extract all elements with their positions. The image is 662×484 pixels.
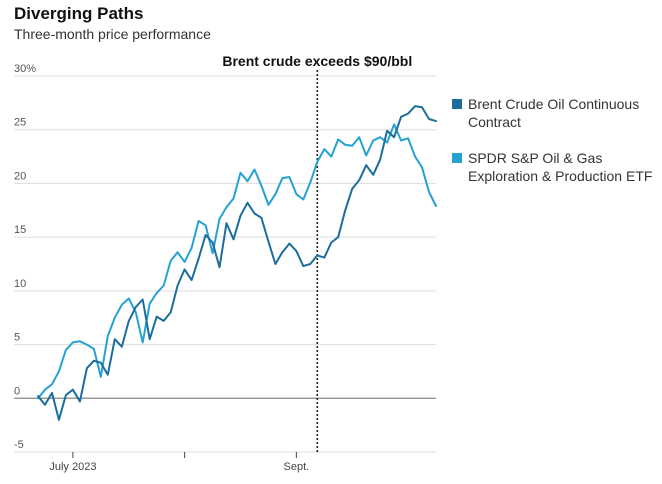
y-tick-label: 10 <box>14 278 26 290</box>
series-line <box>37 105 437 421</box>
legend-label: SPDR S&P Oil & Gas Exploration & Product… <box>468 150 653 184</box>
y-tick-label: 30% <box>14 63 36 75</box>
y-tick-label: 25 <box>14 117 26 129</box>
legend-swatch <box>452 99 462 109</box>
chart-title: Diverging Paths <box>14 4 144 23</box>
series-line <box>37 123 437 400</box>
y-tick-label: 5 <box>14 332 20 344</box>
y-tick-label: 15 <box>14 224 26 236</box>
x-tick-label: July 2023 <box>49 461 96 473</box>
y-tick-label: 20 <box>14 170 26 182</box>
y-tick-label: 0 <box>14 385 20 397</box>
chart-subtitle: Three-month price performance <box>14 26 211 42</box>
legend-swatch <box>452 153 462 163</box>
annotation-label: Brent crude exceeds $90/bbl <box>222 53 412 69</box>
y-tick-label: -5 <box>14 439 24 451</box>
legend-item: SPDR S&P Oil & Gas Exploration & Product… <box>452 149 657 185</box>
legend-item: Brent Crude Oil Continuous Contract <box>452 95 657 131</box>
legend-label: Brent Crude Oil Continuous Contract <box>468 96 640 130</box>
chart-legend: Brent Crude Oil Continuous Contract SPDR … <box>452 95 657 203</box>
x-tick-label: Sept. <box>284 461 310 473</box>
